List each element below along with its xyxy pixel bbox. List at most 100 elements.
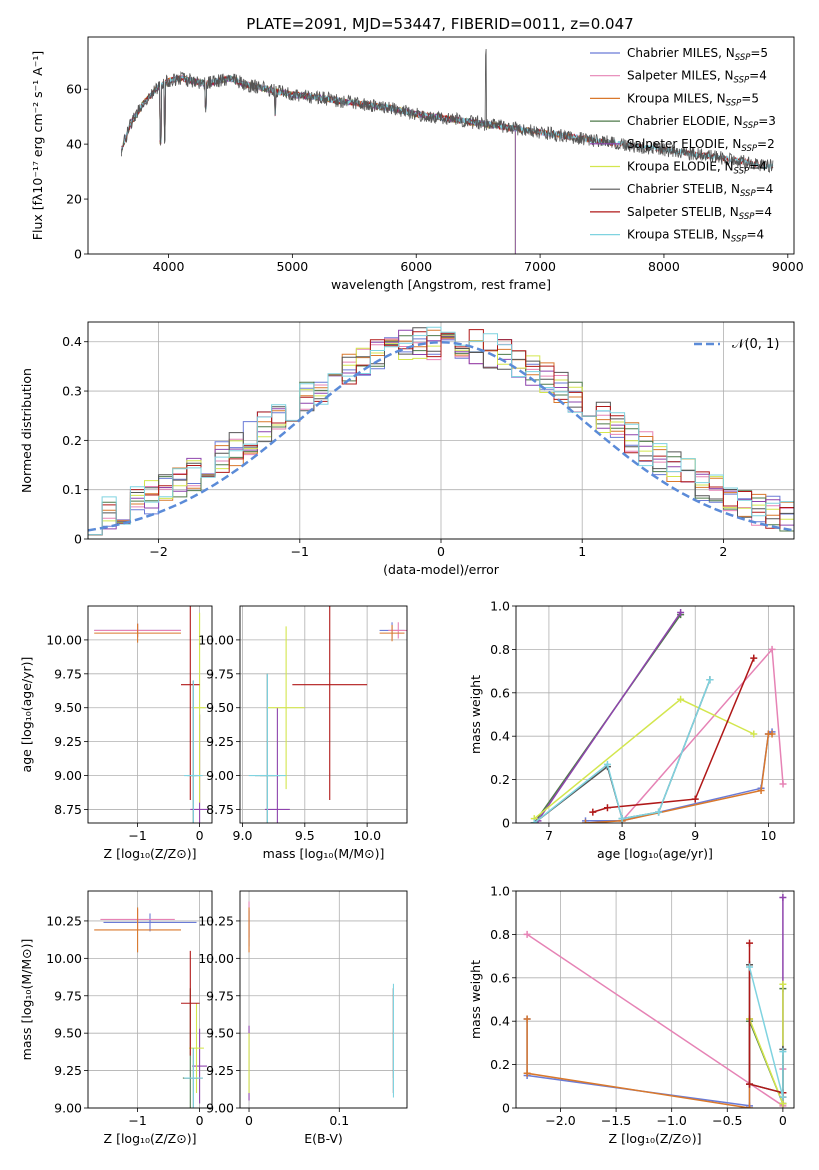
legend-label-kroupa_stelib: Kroupa STELIB, NSSP=4 [627,228,764,245]
y-tick-label: 0.6 [490,970,510,985]
weight-line-kroupa_elodie [533,698,755,820]
x-axis-label: wavelength [Angstrom, rest frame] [331,277,551,292]
y-tick-label: 10.00 [46,951,82,966]
y-axis-label: mass [log₁₀(M/M⊙)] [19,939,34,1061]
weight-marker-salpeter_elodie [677,609,685,617]
weight-marker-kroupa_stelib [706,676,714,684]
y-tick-label: 0.8 [490,927,510,942]
weight-marker-kroupa_elodie [779,1100,787,1108]
y-tick-label: 0 [74,532,82,547]
x-axis-label: Z [log₁₀(Z/Z⊙)] [104,846,197,861]
y-tick-label: 9.50 [54,700,82,715]
weight-line-salpeter_miles [621,647,784,822]
x-tick-label: 4000 [153,259,185,274]
plot-area [121,48,774,254]
normal-curve [88,340,794,532]
x-axis-label: Z [log₁₀(Z/Z⊙)] [104,1131,197,1146]
legend-label-chabrier_miles: Chabrier MILES, NSSP=5 [627,46,768,63]
weight-marker-salpeter_elodie [779,894,787,902]
legend-label-salpeter_elodie: Salpeter ELODIE, NSSP=2 [627,137,775,154]
y-tick-label: 9.25 [54,734,82,749]
legend-label-kroupa_elodie: Kroupa ELODIE, NSSP=4 [627,160,767,177]
panel-weight_vs_age: 7 8 9 10 0 0.2 0.4 0.6 0.8 1.0 age [log₁₀(age/yr)]… [468,599,795,861]
x-tick-label: 0 [779,1113,787,1128]
figure-title: PLATE=2091, MJD=53447, FIBERID=0011, z=0… [246,15,633,33]
y-axis-label: Flux [fλ10⁻¹⁷ erg cm⁻² s⁻¹ A⁻¹] [30,51,45,240]
y-tick-label: 0 [74,247,82,262]
axes-frame [239,605,408,824]
x-tick-label: 0 [196,1113,204,1128]
y-tick-label: 40 [66,137,82,152]
x-tick-label: −1 [128,1113,146,1128]
y-tick-label: 10.00 [198,951,234,966]
weight-marker-kroupa_miles [582,819,589,823]
x-tick-label: −1 [128,828,146,843]
y-tick-label: 1.0 [490,884,510,899]
x-tick-label: 0 [437,544,445,559]
weight-marker-salpeter_stelib [746,939,754,947]
y-tick-label: 20 [66,192,82,207]
y-tick-label: 0.6 [490,685,510,700]
x-tick-label: 9000 [772,259,804,274]
panel-age_vs_mass: 9.0 9.5 10.0 8.75 9.00 9.25 9.50 9.75 10.00 mass … [198,605,408,861]
axes-frame [515,605,795,824]
y-tick-label: 8.75 [54,802,82,817]
y-tick-label: 8.75 [206,802,234,817]
legend-label-chabrier_elodie: Chabrier ELODIE, NSSP=3 [627,114,776,131]
x-tick-label: 2 [719,544,727,559]
plot-area [94,606,209,823]
y-tick-label: 9.25 [206,1063,234,1078]
y-tick-label: 9.25 [54,1063,82,1078]
y-tick-label: 0.4 [490,729,510,744]
panel-age_vs_Z: −1 0 8.75 9.00 9.25 9.50 9.75 10.00 Z [log₁₀(Z/Z… [19,605,213,861]
axes-frame [87,321,795,540]
y-tick-label: 0 [502,816,510,831]
weight-marker-kroupa_miles [746,1104,754,1108]
x-tick-label: 0 [196,828,204,843]
y-tick-label: 0.2 [62,433,82,448]
x-tick-label: 9.5 [295,828,315,843]
x-tick-label: 9.0 [233,828,253,843]
weight-marker-salpeter_stelib [691,795,699,803]
weight-marker-salpeter_stelib [746,1080,754,1088]
axes-frame [87,890,213,1109]
x-tick-label: 9 [691,828,699,843]
weight-marker-kroupa_miles [523,1015,531,1023]
legend-label-kroupa_miles: Kroupa MILES, NSSP=5 [627,91,759,108]
panel-spectrum: 4000 5000 6000 7000 8000 9000 0 20 40 60 wavelengt… [30,36,804,292]
y-tick-label: 9.00 [206,1101,234,1116]
y-axis-label: mass weight [468,675,483,754]
weight-marker-kroupa_miles [523,1069,531,1077]
y-axis-label: age [log₁₀(age/yr)] [19,657,34,773]
plot-area [248,606,407,823]
x-axis-label: E(B-V) [304,1131,343,1146]
y-tick-label: 9.75 [206,988,234,1003]
x-tick-label: 10.0 [353,828,381,843]
axes-frame [87,605,213,824]
weight-marker-kroupa_stelib [530,819,538,823]
x-tick-label: 8 [618,828,626,843]
weight-marker-kroupa_stelib [603,760,611,768]
weight-marker-kroupa_stelib [746,963,754,971]
weight-line-salpeter_stelib [748,943,784,1098]
y-tick-label: 0.8 [490,642,510,657]
y-tick-label: 9.75 [206,666,234,681]
axes-frame [515,890,795,1109]
x-tick-label: −2.0 [545,1113,575,1128]
x-tick-label: 5000 [276,259,308,274]
legend-label-normal: 𝒩(0, 1) [732,337,779,352]
plot-area [248,901,395,1101]
weight-line-salpeter_stelib [592,657,755,813]
plot-area [94,907,208,1108]
x-tick-label: 6000 [400,259,432,274]
weight-marker-kroupa_elodie [750,730,758,738]
x-tick-label: 1 [578,544,586,559]
x-tick-label: −1.0 [657,1113,687,1128]
x-axis-label: (data-model)/error [383,562,500,577]
histogram-kroupa_stelib [88,326,794,539]
y-tick-label: 9.75 [54,988,82,1003]
x-tick-label: −1.5 [601,1113,631,1128]
y-tick-label: 10.00 [198,632,234,647]
x-axis-label: mass [log₁₀(M/M⊙)] [263,846,385,861]
y-tick-label: 9.00 [206,768,234,783]
